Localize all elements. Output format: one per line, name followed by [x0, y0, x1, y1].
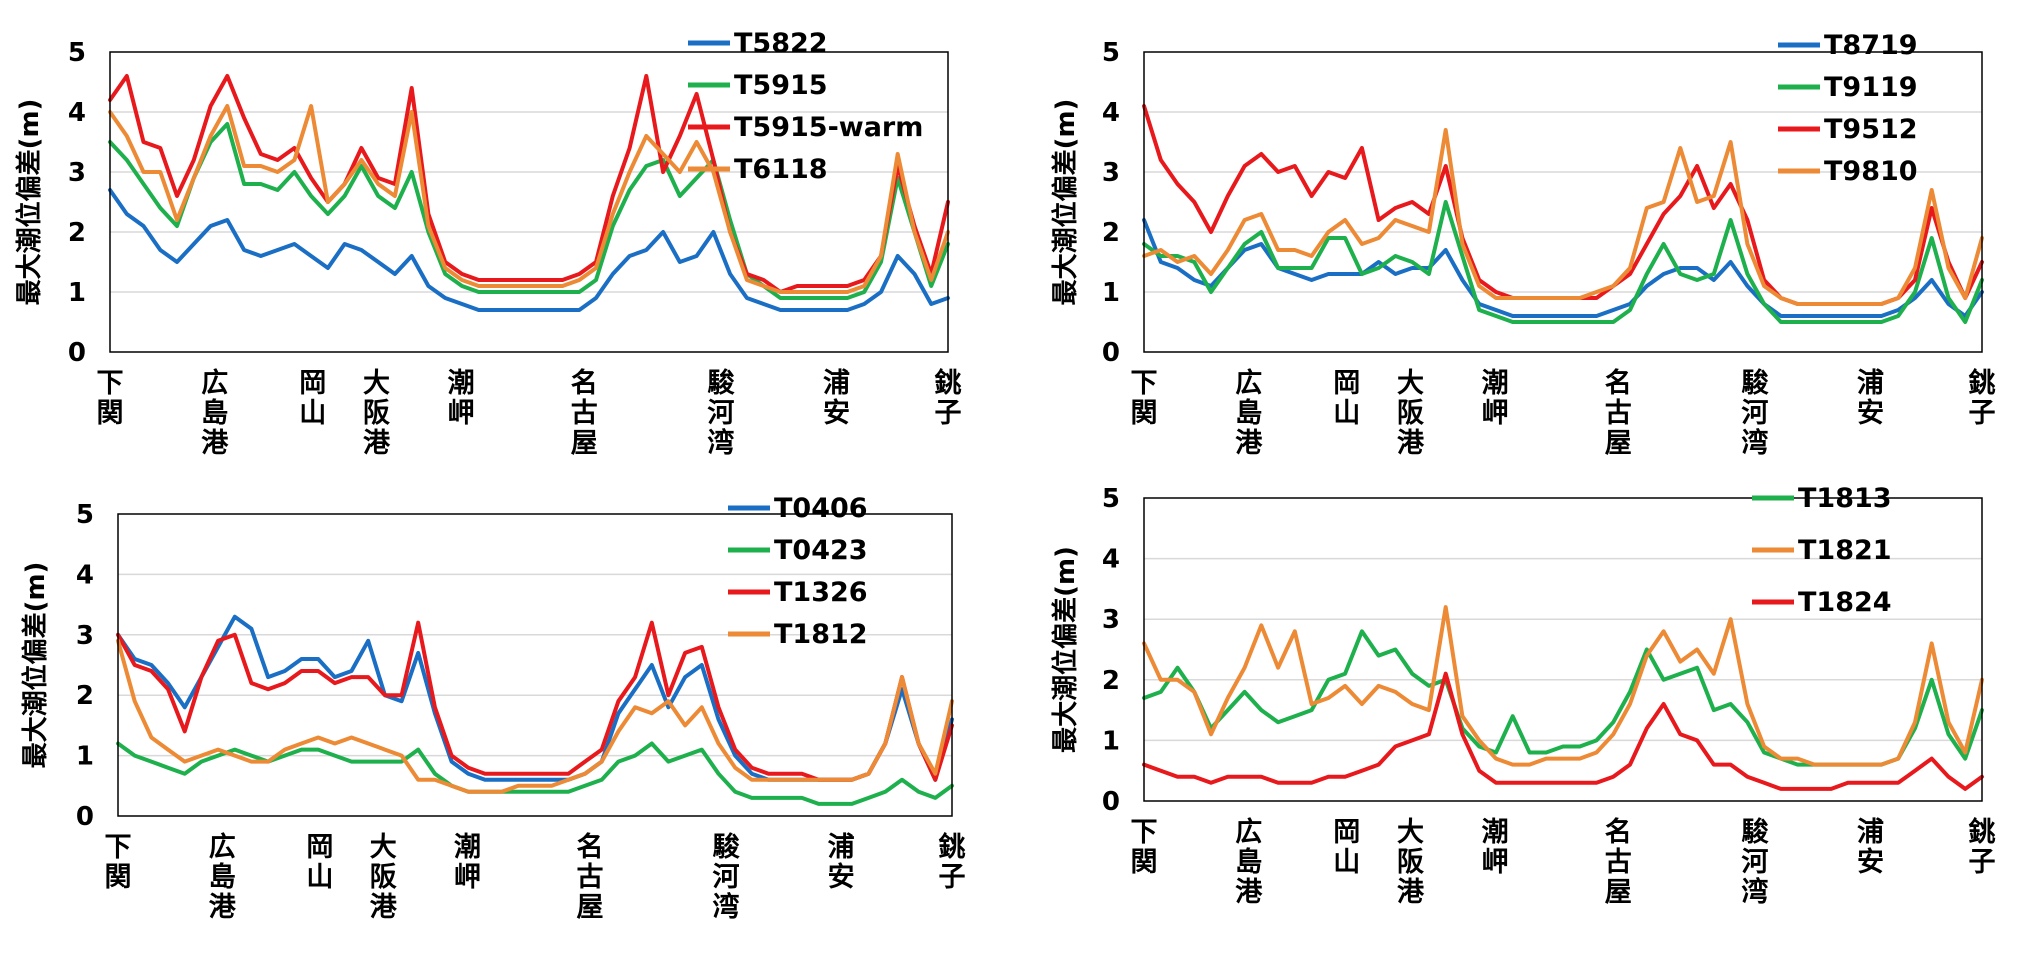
- x-tick-label: 銚子: [939, 831, 966, 893]
- x-tick-label: 下関: [97, 368, 124, 429]
- y-tick-label: 4: [76, 560, 94, 590]
- plot-area-frame: [109, 51, 949, 353]
- y-tick-label: 3: [76, 621, 94, 651]
- x-tick-label: 銚子: [1969, 816, 1996, 878]
- legend-label-t9119: T9119: [1824, 72, 1918, 103]
- legend-label-t5915-warm: T5915-warm: [734, 112, 923, 143]
- x-tick-label: 名古屋: [571, 367, 598, 459]
- x-tick-label: 潮岬: [1482, 368, 1509, 429]
- y-tick-label: 0: [1102, 338, 1120, 368]
- chart-panel-1: 0 1 2 3 4 5 最大潮位偏差(m) 下関 広島港 岡山 大阪港 潮岬 名古屋 駿河湾 浦安 銚子 T58…: [14, 28, 962, 459]
- legend-label-t1812: T1812: [774, 619, 868, 650]
- y-tick-label: 0: [68, 338, 86, 368]
- y-axis-label: 最大潮位偏差(m): [20, 562, 51, 769]
- plot-area-frame: [1143, 51, 1983, 353]
- y-tick-label: 2: [76, 681, 94, 711]
- x-tick-label: 広島港: [1235, 367, 1263, 459]
- x-tick-label: 銚子: [1969, 367, 1996, 429]
- x-tick-label: 駿河湾: [1741, 368, 1769, 459]
- chart-panel-2: 0 1 2 3 4 5 最大潮位偏差(m) 下関 広島港 岡山 大阪港 潮岬 名古屋 駿河湾 浦安 銚子 T87…: [1050, 30, 1996, 459]
- legend-label-t0423: T0423: [774, 535, 868, 566]
- legend-label-t5915: T5915: [734, 70, 828, 101]
- x-tick-label: 駿河湾: [707, 368, 735, 459]
- x-tick-label: 名古屋: [577, 831, 604, 923]
- x-tick-label: 浦安: [823, 367, 850, 429]
- series-line-t5822: [108, 188, 950, 312]
- legend-label-t1326: T1326: [774, 577, 868, 608]
- x-tick-label: 岡山: [1333, 368, 1360, 429]
- y-tick-label: 4: [68, 98, 86, 128]
- legend-label-t1824: T1824: [1798, 587, 1892, 618]
- chart-panel-3: 0 1 2 3 4 5 最大潮位偏差(m) 下関 広島港 岡山 大阪港 潮岬 名古屋 駿河湾 浦安 銚子 T04…: [20, 493, 966, 923]
- y-tick-label: 5: [1102, 38, 1120, 68]
- y-tick-label: 3: [68, 158, 86, 188]
- series-line-t9810: [1142, 128, 1984, 306]
- x-tick-label: 銚子: [935, 367, 962, 429]
- y-axis-label: 最大潮位偏差(m): [1050, 99, 1081, 306]
- series-line-t5915-warm: [108, 74, 950, 294]
- legend-label-t5822: T5822: [734, 28, 828, 59]
- y-tick-label: 1: [76, 742, 94, 772]
- x-tick-label: 浦安: [1857, 816, 1884, 878]
- x-tick-label: 浦安: [828, 831, 855, 893]
- legend-label-t1821: T1821: [1798, 535, 1892, 566]
- legend-label-t1813: T1813: [1798, 483, 1892, 514]
- x-tick-label: 下関: [1131, 368, 1158, 429]
- x-tick-label: 名古屋: [1605, 816, 1632, 908]
- x-tick-label: 潮岬: [448, 368, 475, 429]
- x-tick-label: 駿河湾: [712, 832, 740, 923]
- x-tick-label: 岡山: [299, 368, 326, 429]
- y-tick-label: 2: [1102, 666, 1120, 696]
- legend-label-t6118: T6118: [734, 154, 828, 185]
- y-tick-label: 1: [68, 278, 86, 308]
- y-tick-label: 0: [1102, 787, 1120, 817]
- y-tick-label: 2: [1102, 218, 1120, 248]
- y-tick-label: 4: [1102, 98, 1120, 128]
- series-line-t0423: [116, 741, 954, 806]
- x-tick-label: 広島港: [209, 831, 237, 923]
- plot-area-frame: [1143, 497, 1983, 802]
- x-tick-label: 浦安: [1857, 367, 1884, 429]
- series-line-t1821: [1142, 605, 1984, 767]
- x-tick-label: 潮岬: [1482, 817, 1509, 878]
- x-tick-label: 下関: [1131, 817, 1158, 878]
- y-tick-label: 3: [1102, 158, 1120, 188]
- x-tick-label: 広島港: [201, 367, 229, 459]
- x-tick-label: 大阪港: [370, 832, 398, 923]
- y-tick-label: 1: [1102, 278, 1120, 308]
- y-tick-label: 5: [76, 500, 94, 530]
- series-line-t1824: [1142, 671, 1984, 791]
- y-tick-label: 5: [68, 38, 86, 68]
- x-tick-label: 名古屋: [1605, 367, 1632, 459]
- x-tick-label: 大阪港: [363, 368, 391, 459]
- x-tick-label: 岡山: [1333, 817, 1360, 878]
- y-tick-label: 3: [1102, 605, 1120, 635]
- y-tick-label: 2: [68, 218, 86, 248]
- x-tick-label: 下関: [105, 832, 132, 893]
- legend-label-t8719: T8719: [1824, 30, 1918, 61]
- legend-label-t0406: T0406: [774, 493, 868, 524]
- plot-area-frame: [117, 513, 953, 817]
- series-line-t1326: [116, 620, 954, 782]
- series-line-t6118: [108, 104, 950, 294]
- y-axis-label: 最大潮位偏差(m): [14, 99, 45, 306]
- chart-panel-4: 0 1 2 3 4 5 最大潮位偏差(m) 下関 広島港 岡山 大阪港 潮岬 名古屋 駿河湾 浦安 銚子 T18…: [1050, 483, 1996, 908]
- series-line-t9119: [1142, 200, 1984, 324]
- x-tick-label: 岡山: [306, 832, 333, 893]
- x-tick-label: 広島港: [1235, 816, 1263, 908]
- x-tick-label: 大阪港: [1397, 817, 1425, 908]
- series-line-t5915: [108, 122, 950, 300]
- y-tick-label: 1: [1102, 726, 1120, 756]
- y-axis-label: 最大潮位偏差(m): [1050, 546, 1081, 753]
- y-tick-label: 4: [1102, 545, 1120, 575]
- series-line-t1812: [116, 638, 954, 794]
- x-tick-label: 駿河湾: [1741, 817, 1769, 908]
- y-tick-label: 0: [76, 802, 94, 832]
- legend-label-t9810: T9810: [1824, 156, 1918, 187]
- x-tick-label: 大阪港: [1397, 368, 1425, 459]
- legend-label-t9512: T9512: [1824, 114, 1918, 145]
- y-tick-label: 5: [1102, 484, 1120, 514]
- x-tick-label: 潮岬: [454, 832, 481, 893]
